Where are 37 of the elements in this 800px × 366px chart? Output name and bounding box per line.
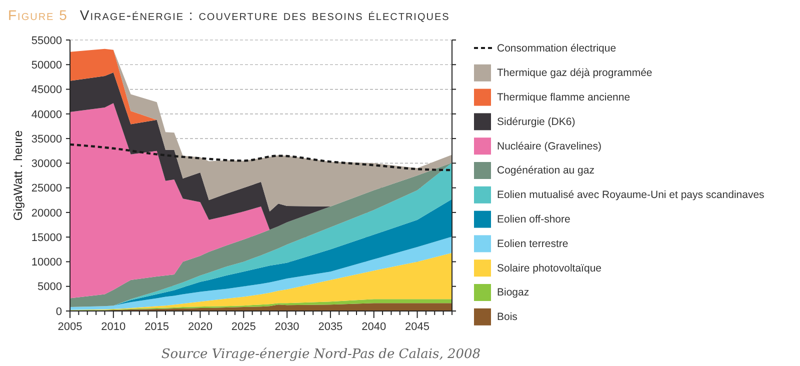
legend-label: Bois [497, 311, 518, 324]
legend-label: Consommation électrique [497, 42, 616, 55]
x-tick-label: 2015 [144, 321, 170, 333]
y-tick-label: 25000 [31, 182, 62, 195]
y-tick-label: 15000 [31, 232, 62, 244]
y-tick-label: 20000 [31, 207, 62, 220]
source-note: Source Virage-énergie Nord-Pas de Calais, 2008 [161, 347, 481, 362]
caption: Figure 5 [8, 7, 68, 23]
x-tick-label: 2025 [231, 321, 256, 333]
y-axis-title: GigaWatt . heure [11, 130, 25, 221]
legend-label: Solaire photovoltaïque [497, 262, 602, 274]
y-tick-label: 10000 [31, 256, 62, 269]
x-tick-label: 2035 [318, 321, 343, 333]
legend-label: Thermique gaz déjà programmée [497, 67, 652, 80]
x-tick-label: 2010 [101, 321, 126, 333]
x-tick-label: 2030 [274, 321, 300, 333]
y-tick-label: 30000 [31, 158, 62, 170]
x-tick-label: 2005 [58, 321, 82, 333]
legend-label: Eolien mutualisé avec Royaume-Uni et pays scandinaves [497, 189, 764, 202]
y-tick-label: 50000 [31, 59, 62, 72]
legend-label: Eolien terrestre [497, 238, 568, 250]
legend-label: Cogénération au gaz [497, 164, 594, 177]
y-tick-label: 35000 [31, 133, 62, 146]
legend-label: Nucléaire (Gravelines) [497, 140, 602, 152]
legend-label: Sidérurgie (DK6) [497, 116, 576, 128]
legend-label: Thermique flamme ancienne [497, 91, 630, 104]
x-tick-label: 2045 [405, 321, 430, 333]
y-tick-label: 40000 [31, 108, 62, 121]
x-tick-label: 2040 [362, 321, 386, 333]
x-tick-label: 2020 [188, 321, 212, 333]
chart-title: Virage-énergie : couverture des besoins électriques [80, 7, 450, 23]
legend-label: Eolien off-shore [497, 213, 571, 226]
y-tick-label: 55000 [31, 34, 62, 47]
legend-label: Biogaz [497, 286, 530, 299]
y-tick-label: 45000 [31, 84, 62, 96]
y-tick-label: 0 [56, 306, 62, 318]
y-tick-label: 5000 [38, 281, 62, 294]
